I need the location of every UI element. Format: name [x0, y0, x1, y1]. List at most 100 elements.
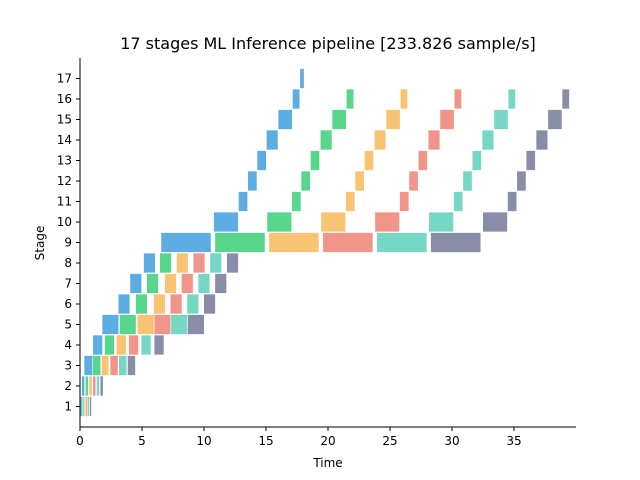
- y-tick-label: 3: [64, 359, 72, 373]
- stage-11-bar-3: [345, 191, 355, 212]
- stage-9-bar-6: [430, 232, 481, 253]
- stage-3-bar-5: [119, 355, 127, 376]
- stage-10-bar-4: [375, 212, 400, 232]
- y-tick-label: 4: [64, 338, 72, 352]
- stage-1-bar-5: [88, 396, 90, 417]
- stage-2-bar-5: [96, 376, 100, 396]
- y-tick-label: 1: [64, 400, 72, 414]
- x-tick-label: 35: [506, 434, 521, 448]
- x-axis-label: Time: [312, 456, 342, 470]
- stage-4-bar-1: [93, 335, 103, 355]
- stage-10-bar-5: [429, 212, 454, 232]
- y-tick-label: 17: [57, 72, 72, 86]
- stage-3-bar-4: [110, 355, 118, 376]
- stage-5-bar-6: [187, 314, 204, 335]
- stage-11-bar-5: [453, 191, 463, 212]
- stage-6-bar-5: [187, 294, 199, 314]
- stage-2-bar-2: [85, 376, 89, 396]
- stage-6-bar-2: [135, 294, 147, 314]
- stage-14-bar-4: [428, 130, 440, 150]
- stage-15-bar-4: [440, 109, 454, 130]
- stage-14-bar-6: [536, 130, 548, 150]
- stage-4-bar-2: [104, 335, 115, 355]
- stage-13-bar-1: [257, 150, 266, 171]
- stage-6-bar-4: [170, 294, 182, 314]
- stage-16-bar-6: [562, 89, 570, 109]
- stage-3-bar-2: [93, 355, 101, 376]
- stage-2-bar-6: [100, 376, 103, 396]
- stage-13-bar-5: [472, 150, 482, 171]
- stage-9-bar-3: [269, 232, 319, 253]
- stage-2-bar-4: [93, 376, 96, 396]
- stage-3-bar-1: [84, 355, 93, 376]
- stage-5-bar-2: [119, 314, 136, 335]
- x-tick-label: 20: [320, 434, 335, 448]
- x-tick-label: 5: [138, 434, 146, 448]
- stage-11-bar-6: [507, 191, 517, 212]
- y-tick-label: 15: [57, 113, 72, 127]
- stage-7-bar-4: [181, 273, 193, 294]
- stage-14-bar-1: [266, 130, 278, 150]
- stage-15-bar-2: [332, 109, 346, 130]
- bars-group: [80, 68, 570, 417]
- stage-7-bar-6: [215, 273, 227, 294]
- stage-10-bar-1: [213, 212, 239, 232]
- stage-5-bar-5: [171, 314, 188, 335]
- stage-8-bar-6: [226, 253, 239, 273]
- y-tick-label: 14: [57, 133, 72, 147]
- stage-14-bar-5: [482, 130, 494, 150]
- x-tick-label: 0: [76, 434, 84, 448]
- stage-16-bar-1: [292, 89, 300, 109]
- stage-9-bar-1: [161, 232, 211, 253]
- stage-3-bar-6: [127, 355, 136, 376]
- stage-6-bar-1: [118, 294, 130, 314]
- stage-15-bar-3: [386, 109, 400, 130]
- stage-5-bar-4: [154, 314, 171, 335]
- stage-5-bar-3: [137, 314, 154, 335]
- stage-9-bar-2: [215, 232, 265, 253]
- x-tick-label: 25: [382, 434, 397, 448]
- stage-9-bar-5: [376, 232, 427, 253]
- stage-12-bar-2: [301, 171, 311, 191]
- stage-15-bar-5: [494, 109, 508, 130]
- stage-1-bar-2: [82, 396, 84, 417]
- stage-12-bar-3: [355, 171, 364, 191]
- stage-15-bar-6: [548, 109, 562, 130]
- stage-7-bar-5: [198, 273, 210, 294]
- stage-12-bar-6: [517, 171, 526, 191]
- stage-12-bar-5: [463, 171, 472, 191]
- stage-14-bar-3: [374, 130, 386, 150]
- y-tick-label: 6: [64, 297, 72, 311]
- stage-15-bar-1: [278, 109, 293, 130]
- stage-16-bar-3: [400, 89, 408, 109]
- stage-1-bar-6: [89, 396, 92, 417]
- stage-12-bar-4: [409, 171, 418, 191]
- stage-1-bar-4: [86, 396, 88, 417]
- x-ticks-group: 0 5 10 15 20 25 30 35: [76, 427, 522, 448]
- y-tick-label: 11: [57, 195, 72, 209]
- stage-1-bar-3: [84, 396, 86, 417]
- y-tick-label: 5: [64, 318, 72, 332]
- y-axis-label: Stage: [33, 226, 47, 261]
- stage-8-bar-1: [143, 253, 156, 273]
- stage-2-bar-1: [81, 376, 85, 396]
- stage-6-bar-6: [204, 294, 216, 314]
- stage-8-bar-4: [193, 253, 205, 273]
- stage-16-bar-5: [508, 89, 516, 109]
- y-tick-label: 12: [57, 174, 72, 188]
- stage-10-bar-3: [321, 212, 346, 232]
- stage-7-bar-2: [146, 273, 159, 294]
- x-tick-label: 15: [258, 434, 273, 448]
- stage-13-bar-4: [418, 150, 428, 171]
- stage-17-bar-1: [300, 68, 304, 89]
- stage-10-bar-2: [267, 212, 292, 232]
- stage-11-bar-4: [399, 191, 409, 212]
- stage-1-bar-1: [80, 396, 82, 417]
- stage-2-bar-3: [89, 376, 92, 396]
- stage-5-bar-1: [102, 314, 119, 335]
- stage-11-bar-1: [238, 191, 248, 212]
- stage-13-bar-2: [310, 150, 320, 171]
- y-tick-label: 7: [64, 277, 72, 291]
